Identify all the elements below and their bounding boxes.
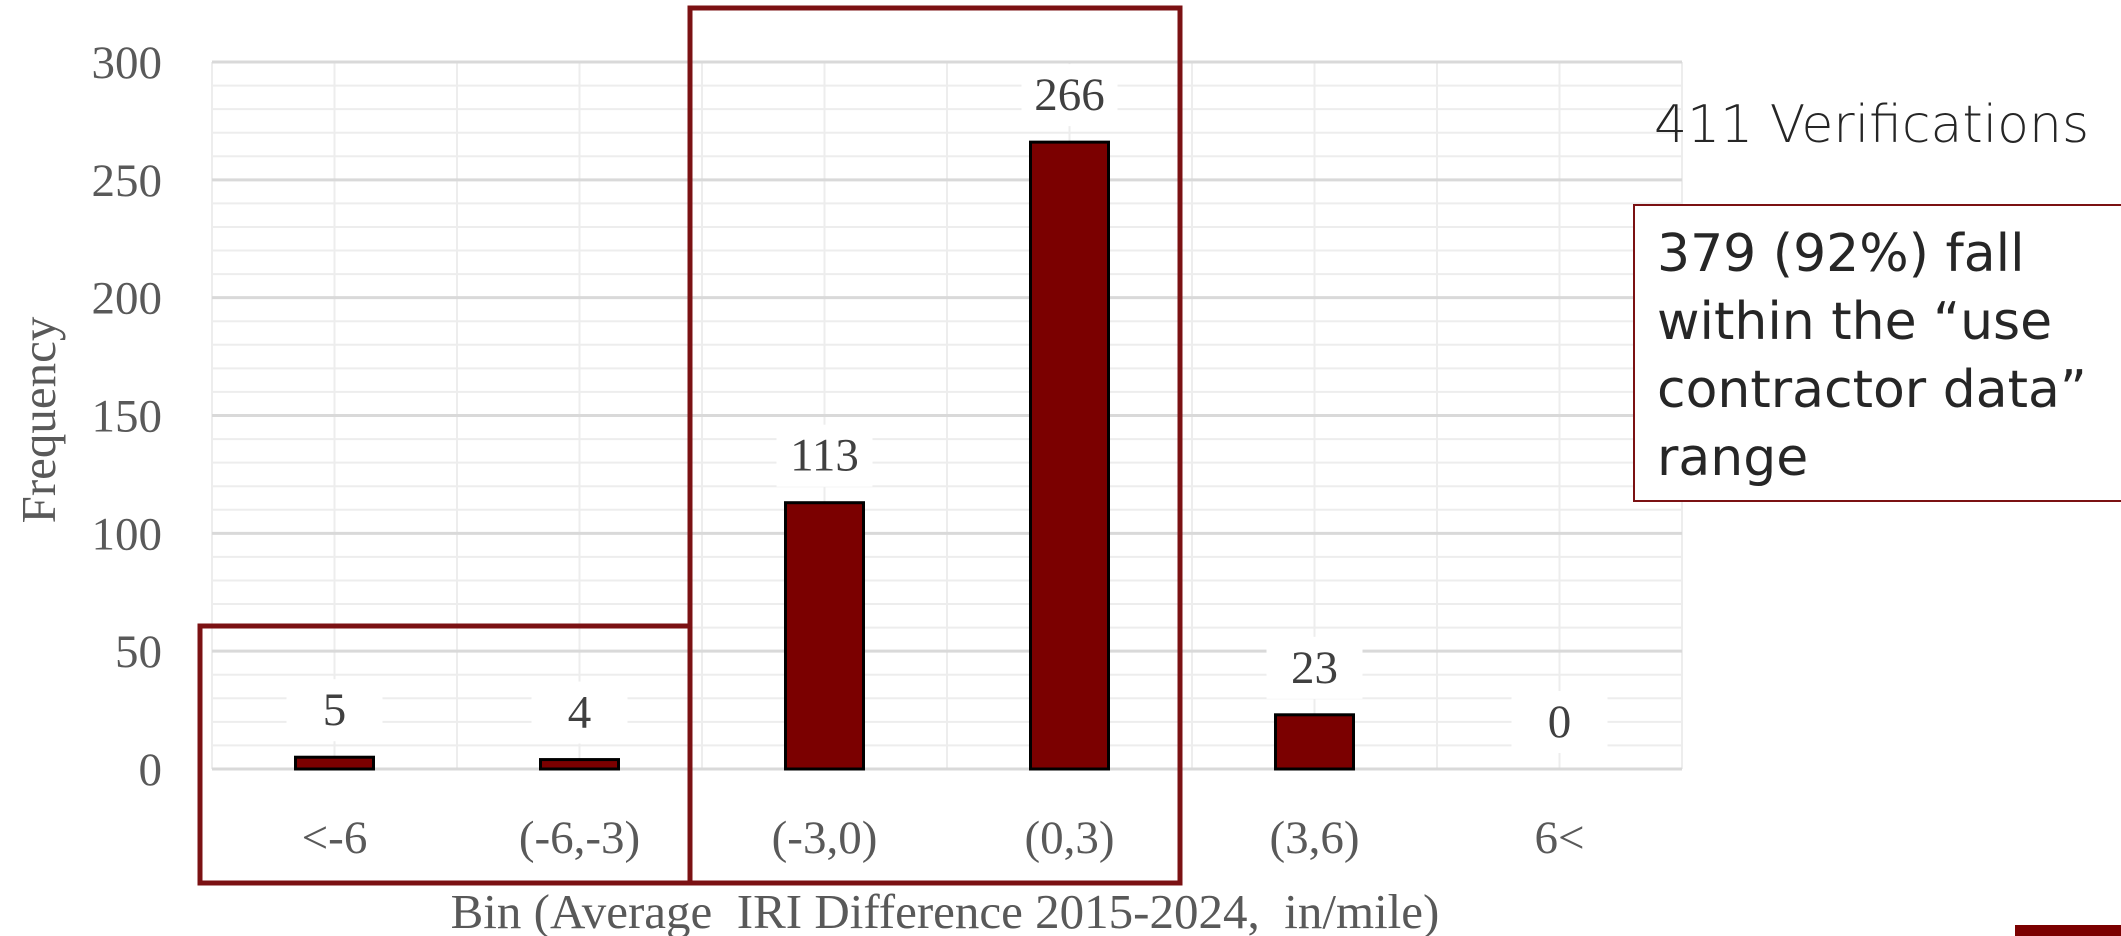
data-labels: 5 4 113 266 23 0 [286, 64, 1608, 753]
note-line: 379 (92%) fall [1657, 224, 2025, 284]
y-tick-label: 200 [92, 273, 163, 325]
x-axis-title: Bin (Average IRI Difference 2015-2024, i… [451, 884, 1440, 936]
data-label-bg [531, 681, 628, 744]
data-label-bg [1021, 64, 1118, 127]
y-tick-label: 50 [115, 626, 162, 678]
x-tick-label: (-3,0) [772, 812, 878, 864]
y-tick-label: 0 [139, 744, 163, 796]
x-tick-label: <-6 [302, 812, 368, 864]
verifications-count: 411 Verifications [1654, 95, 2090, 155]
x-tick-label: (-6,-3) [519, 812, 640, 864]
data-label-bg [776, 424, 873, 487]
y-tick-label: 150 [92, 391, 163, 443]
bar [784, 501, 865, 771]
x-tick-label: 6< [1534, 812, 1584, 864]
data-label-bg [1266, 636, 1363, 699]
note-line: range [1657, 428, 1809, 488]
y-tick-label: 100 [92, 508, 163, 560]
y-tick-label: 300 [92, 37, 163, 89]
y-axis-title: Frequency [11, 316, 66, 523]
data-label: 266 [1034, 69, 1105, 121]
note-box: 379 (92%) fall within the “use contracto… [1633, 204, 2121, 502]
data-label: 23 [1291, 642, 1338, 694]
x-tick-label: (3,6) [1269, 812, 1359, 864]
data-label-bg [1511, 691, 1608, 753]
y-axis-ticks: 0 50 100 150 200 250 300 [92, 37, 163, 796]
minor-gridlines [211, 62, 1683, 769]
data-label: 4 [568, 687, 592, 739]
bar [539, 758, 620, 771]
note-line: within the “use [1657, 292, 2053, 352]
x-axis-ticks: <-6 (-6,-3) (-3,0) (0,3) (3,6) 6< [302, 812, 1585, 864]
highlight-boxes [197, 5, 1183, 886]
major-gridlines [212, 60, 1682, 771]
corner-accent [2015, 925, 2121, 936]
data-label: 0 [1548, 696, 1572, 748]
bar [294, 755, 375, 771]
data-label: 5 [323, 684, 347, 736]
x-tick-label: (0,3) [1024, 812, 1114, 864]
bar [1274, 713, 1355, 771]
data-label-bg [286, 679, 383, 742]
y-tick-label: 250 [92, 155, 163, 207]
bars [294, 140, 1355, 771]
highlight-box [687, 5, 1183, 886]
note-line: contractor data” [1657, 360, 2087, 420]
bar [1029, 140, 1110, 771]
data-label: 113 [790, 430, 859, 482]
